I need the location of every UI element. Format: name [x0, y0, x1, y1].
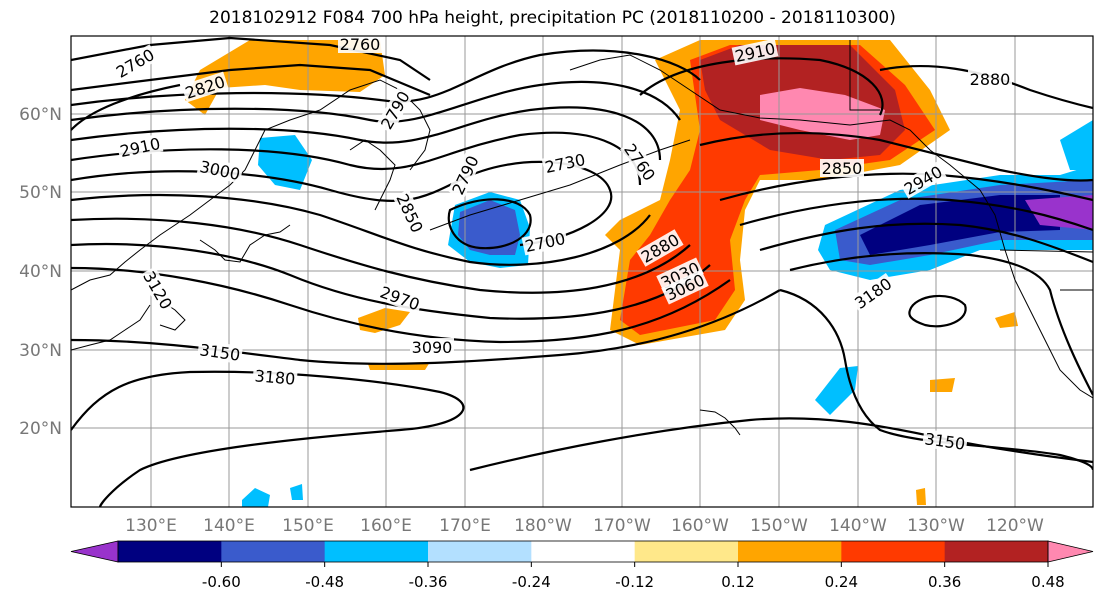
- height-contour: [71, 217, 691, 294]
- coastline-hawaii: [699, 409, 741, 436]
- colorbar-tick-label: 0.36: [928, 573, 961, 591]
- colorbar-box: [118, 541, 222, 562]
- coastline-north-america: [979, 189, 1093, 399]
- height-contour: [779, 288, 1093, 471]
- contour-label: 2760: [338, 35, 382, 54]
- lon-label: 170°W: [593, 516, 651, 536]
- coastline-canada-border: [849, 40, 880, 111]
- precip-positive-region: [185, 40, 385, 115]
- colorbar-box: [944, 541, 1049, 562]
- colorbar-box: [221, 541, 326, 562]
- height-contour: [71, 106, 662, 161]
- svg-text:3090: 3090: [412, 338, 453, 357]
- height-contour: [739, 197, 1093, 232]
- lon-label: 180°W: [514, 516, 572, 536]
- precip-positive-region: [916, 488, 926, 505]
- height-contour: [447, 198, 532, 250]
- height-contour: [469, 417, 1093, 472]
- height-contour: [759, 222, 1093, 264]
- precip-negative-region: [1025, 195, 1093, 230]
- precip-negative-region: [290, 484, 303, 500]
- height-contour: [71, 242, 711, 320]
- svg-text:2760: 2760: [340, 35, 381, 54]
- lon-label: 130°W: [907, 516, 965, 536]
- colorbar-tick-label: -0.60: [202, 573, 241, 591]
- colorbar-tick-label: 0.48: [1031, 573, 1064, 591]
- lat-label: 30°N: [19, 341, 62, 361]
- height-contour: [639, 57, 884, 116]
- lat-label: 40°N: [19, 262, 62, 282]
- coastline-china: [71, 304, 151, 351]
- coastline-japan: [199, 224, 291, 263]
- contour-label: 3180: [252, 366, 298, 389]
- lon-label: 120°W: [986, 516, 1044, 536]
- colorbar-tick-label: 0.24: [825, 573, 858, 591]
- precip-positive-region: [930, 378, 955, 392]
- lat-label: 20°N: [19, 419, 62, 439]
- precip-negative-region: [242, 488, 270, 507]
- colorbar-outline: [117, 540, 1049, 563]
- coastline-us-border: [999, 249, 1093, 253]
- lon-label: 130°E: [125, 516, 177, 536]
- lon-label: 170°E: [439, 516, 491, 536]
- height-contour: [71, 289, 781, 365]
- lon-label: 140°E: [203, 516, 255, 536]
- height-contour: [71, 36, 431, 81]
- precip-negative-region: [815, 366, 858, 415]
- lon-label: 160°E: [360, 516, 412, 536]
- colorbar: -0.60 -0.48 -0.36 -0.24 -0.12 0.12 0.24 0.36 0.4…: [70, 540, 1094, 591]
- height-contour: [71, 80, 681, 123]
- map-frame: [70, 35, 1094, 508]
- lat-label: 60°N: [19, 105, 62, 125]
- height-contours: [71, 36, 1093, 507]
- svg-text:3180: 3180: [254, 366, 296, 388]
- colorbar-box: [841, 541, 946, 562]
- contour-label: 3090: [410, 338, 454, 357]
- colorbar-tick-label: -0.24: [512, 573, 551, 591]
- lat-label: 50°N: [19, 183, 62, 203]
- lon-label: 150°W: [750, 516, 808, 536]
- coastline-alaska: [569, 54, 981, 191]
- contour-label: 2850: [820, 159, 864, 178]
- height-contour: [71, 83, 1093, 182]
- colorbar-box: [428, 541, 532, 562]
- colorbar-tick-label: -0.36: [409, 573, 448, 591]
- precip-negative-region: [1060, 120, 1093, 170]
- height-contour: [71, 370, 465, 507]
- height-contour: [71, 266, 731, 344]
- colorbar-tick-label: -0.48: [305, 573, 344, 591]
- lon-label: 160°W: [671, 516, 729, 536]
- colorbar-box: [531, 541, 636, 562]
- height-contour: [71, 193, 651, 266]
- colorbar-extend-min: [70, 540, 119, 563]
- lat-label-layer: 60°N 50°N 40°N 30°N 20°N: [19, 105, 62, 439]
- height-contour: [71, 131, 642, 186]
- height-contour: [789, 252, 1093, 396]
- height-contour: [71, 63, 431, 97]
- colorbar-box: [324, 541, 429, 562]
- precip-positive-region: [995, 312, 1018, 328]
- svg-text:2850: 2850: [822, 159, 863, 178]
- svg-text:2880: 2880: [970, 70, 1011, 89]
- height-contour: [879, 65, 1093, 110]
- colorbar-tick-label: -0.12: [615, 573, 654, 591]
- lon-label-layer: 130°E 140°E 150°E 160°E 170°E 180°W 170°W 160°W…: [125, 516, 1044, 536]
- colorbar-box: [634, 541, 739, 562]
- chart-title: 2018102912 F084 700 hPa height, precipit…: [209, 8, 896, 28]
- colorbar-tick-label: 0.12: [721, 573, 754, 591]
- lon-label: 150°E: [282, 516, 334, 536]
- lon-label: 140°W: [829, 516, 887, 536]
- precip-negative-region: [258, 135, 312, 190]
- colorbar-box: [738, 541, 842, 562]
- colorbar-extend-max: [1047, 540, 1094, 563]
- height-contour: [908, 294, 967, 328]
- contour-label: 2880: [968, 70, 1012, 89]
